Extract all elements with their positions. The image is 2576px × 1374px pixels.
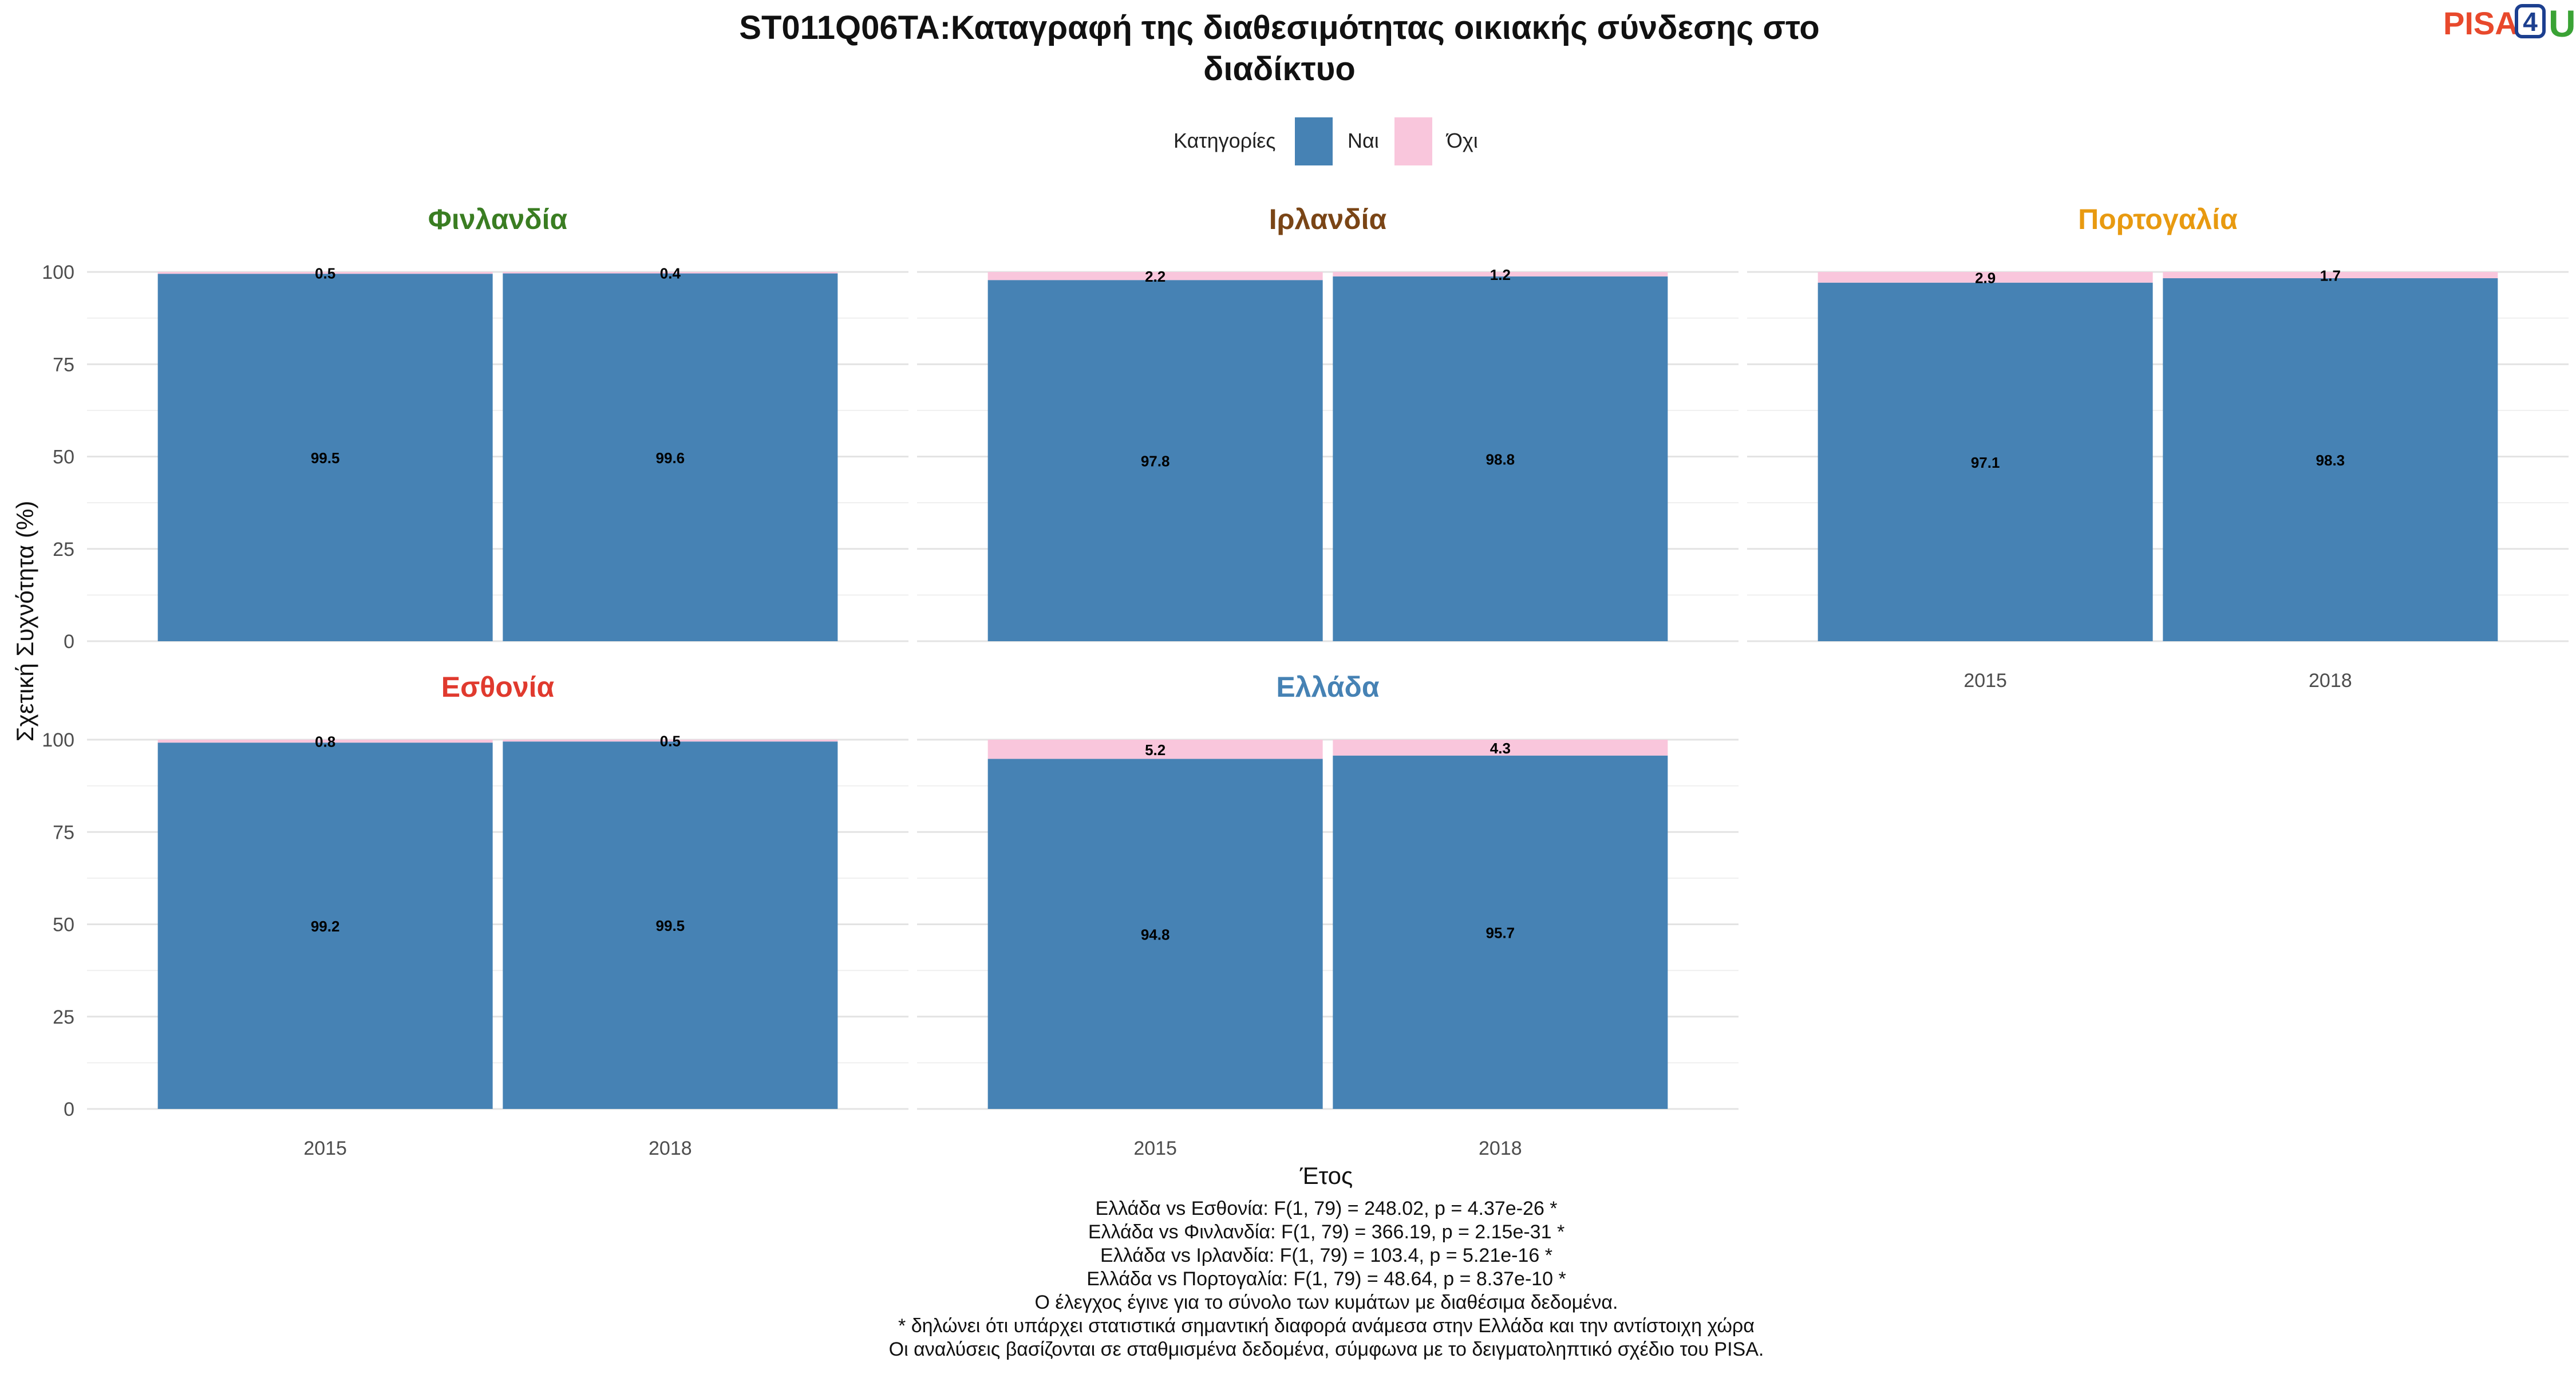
- bar-εσθονία-2015-όχι: [157, 740, 493, 743]
- data-label: 2.2: [1145, 268, 1165, 285]
- facet-title-εσθονία: Εσθονία: [441, 671, 555, 703]
- data-label: 98.3: [2316, 452, 2345, 469]
- facet-title-φινλανδία: Φινλανδία: [428, 203, 568, 235]
- data-label: 94.8: [1141, 926, 1170, 943]
- legend: Κατηγορίες Ναι Όχι: [1174, 117, 1478, 165]
- y-axis-label: Σχετική Συχνότητα (%): [11, 501, 38, 742]
- footnote-line: Οι αναλύσεις βασίζονται σε σταθμισμένα δ…: [889, 1339, 1764, 1360]
- bar-φινλανδία-2018-ναι: [503, 273, 838, 642]
- logo-u-text: U: [2549, 2, 2576, 45]
- bar-ιρλανδία-2018-όχι: [1333, 272, 1668, 277]
- facet-ελλάδα: Ελλάδα 94.8 5.2 2015 95.7 4.3 2018: [917, 671, 1739, 1159]
- y-tick-label: 50: [53, 914, 74, 936]
- data-label: 1.2: [1490, 266, 1511, 283]
- y-tick-label: 75: [53, 354, 74, 376]
- data-label: 4.3: [1490, 740, 1511, 757]
- footnote-line: Ελλάδα vs Ιρλανδία: F(1, 79) = 103.4, p …: [1100, 1245, 1552, 1266]
- y-tick-label: 0: [64, 1099, 74, 1120]
- facet-εσθονία: Εσθονία 0 25 50 75 100 99.2 0.8 2015 99.5 0.5 2018: [42, 671, 908, 1159]
- y-tick-label: 100: [42, 729, 74, 751]
- logo-box: [2515, 4, 2546, 38]
- footnotes: Ελλάδα vs Εσθονία: F(1, 79) = 248.02, p …: [889, 1198, 1764, 1360]
- facet-title-ιρλανδία: Ιρλανδία: [1269, 203, 1387, 235]
- bar-ελλάδα-2018-ναι: [1333, 755, 1668, 1109]
- data-label: 95.7: [1486, 924, 1515, 941]
- facet-φινλανδία: Φινλανδία 0 25 50 75 100 99.5 0.5 99.6 0.4: [42, 203, 908, 653]
- chart-title-line-2: διαδίκτυο: [1203, 50, 1356, 88]
- facet-ιρλανδία: Ιρλανδία 97.8 2.2 98.8 1.2: [917, 203, 1739, 642]
- legend-swatch-nai: [1295, 117, 1333, 165]
- data-label: 1.7: [2320, 267, 2341, 284]
- logo: PISA 4 U: [2443, 2, 2576, 45]
- y-tick-label: 50: [53, 447, 74, 468]
- x-axis-label: Έτος: [1299, 1162, 1353, 1189]
- x-tick-label: 2018: [1479, 1138, 1522, 1159]
- bar-εσθονία-2018-ναι: [503, 741, 838, 1109]
- bar-ιρλανδία-2015-όχι: [987, 272, 1323, 281]
- bar-ελλάδα-2015-ναι: [987, 759, 1323, 1109]
- bar-ελλάδα-2018-όχι: [1333, 740, 1668, 756]
- y-tick-label: 0: [64, 631, 74, 653]
- y-tick-label: 25: [53, 1006, 74, 1028]
- bar-πορτογαλία-2015-ναι: [1818, 282, 2153, 642]
- facets: Φινλανδία 0 25 50 75 100 99.5 0.5 99.6 0.4 Ιρλανδί…: [42, 203, 2569, 1159]
- bar-πορτογαλία-2018-όχι: [2163, 272, 2498, 278]
- bar-ιρλανδία-2018-ναι: [1333, 276, 1668, 641]
- footnote-line: Ο έλεγχος έγινε για το σύνολο των κυμάτω…: [1035, 1292, 1618, 1313]
- footnote-line: Ελλάδα vs Πορτογαλία: F(1, 79) = 48.64, …: [1086, 1268, 1566, 1290]
- legend-label-ochi: Όχι: [1445, 129, 1478, 152]
- facet-πορτογαλία: Πορτογαλία 97.1 2.9 2015 98.3 1.7 2018: [1747, 203, 2569, 692]
- data-label: 0.8: [315, 733, 335, 751]
- data-label: 99.6: [656, 449, 685, 467]
- legend-label-nai: Ναι: [1348, 129, 1379, 152]
- data-label: 2.9: [1975, 269, 1996, 286]
- logo-text: PISA: [2443, 5, 2518, 41]
- data-label: 99.2: [311, 918, 340, 935]
- data-label: 5.2: [1145, 741, 1165, 759]
- data-label: 0.5: [315, 265, 335, 282]
- legend-title: Κατηγορίες: [1174, 129, 1276, 152]
- bar-φινλανδία-2015-όχι: [157, 272, 493, 274]
- bar-ελλάδα-2015-όχι: [987, 740, 1323, 759]
- bar-πορτογαλία-2018-ναι: [2163, 278, 2498, 642]
- x-tick-label: 2018: [649, 1138, 692, 1159]
- legend-swatch-ochi: [1394, 117, 1432, 165]
- y-tick-label: 100: [42, 262, 74, 283]
- bar-εσθονία-2015-ναι: [157, 743, 493, 1109]
- chart-title-line-1: ST011Q06TA:Καταγραφή της διαθεσιμότητας …: [739, 9, 1819, 46]
- logo-box-text: 4: [2523, 7, 2538, 37]
- x-tick-label: 2018: [2309, 670, 2352, 692]
- data-label: 0.5: [660, 733, 681, 750]
- data-label: 98.8: [1486, 451, 1515, 468]
- bar-φινλανδία-2018-όχι: [503, 272, 838, 274]
- facet-title-ελλάδα: Ελλάδα: [1276, 671, 1379, 703]
- data-label: 99.5: [311, 449, 340, 467]
- x-tick-label: 2015: [303, 1138, 347, 1159]
- x-tick-label: 2015: [1133, 1138, 1177, 1159]
- facet-title-πορτογαλία: Πορτογαλία: [2078, 203, 2238, 235]
- x-tick-label: 2015: [1963, 670, 2007, 692]
- bar-πορτογαλία-2015-όχι: [1818, 272, 2153, 283]
- bar-ιρλανδία-2015-ναι: [987, 280, 1323, 641]
- y-tick-label: 75: [53, 822, 74, 843]
- data-label: 97.8: [1141, 453, 1170, 470]
- bar-εσθονία-2018-όχι: [503, 740, 838, 742]
- footnote-line: * δηλώνει ότι υπάρχει στατιστικά σημαντι…: [898, 1315, 1755, 1337]
- data-label: 99.5: [656, 917, 685, 934]
- bar-φινλανδία-2015-ναι: [157, 274, 493, 642]
- y-tick-label: 25: [53, 539, 74, 560]
- data-label: 97.1: [1971, 454, 2000, 471]
- data-label: 0.4: [660, 264, 681, 282]
- footnote-line: Ελλάδα vs Φινλανδία: F(1, 79) = 366.19, …: [1088, 1221, 1564, 1243]
- footnote-line: Ελλάδα vs Εσθονία: F(1, 79) = 248.02, p …: [1095, 1198, 1557, 1219]
